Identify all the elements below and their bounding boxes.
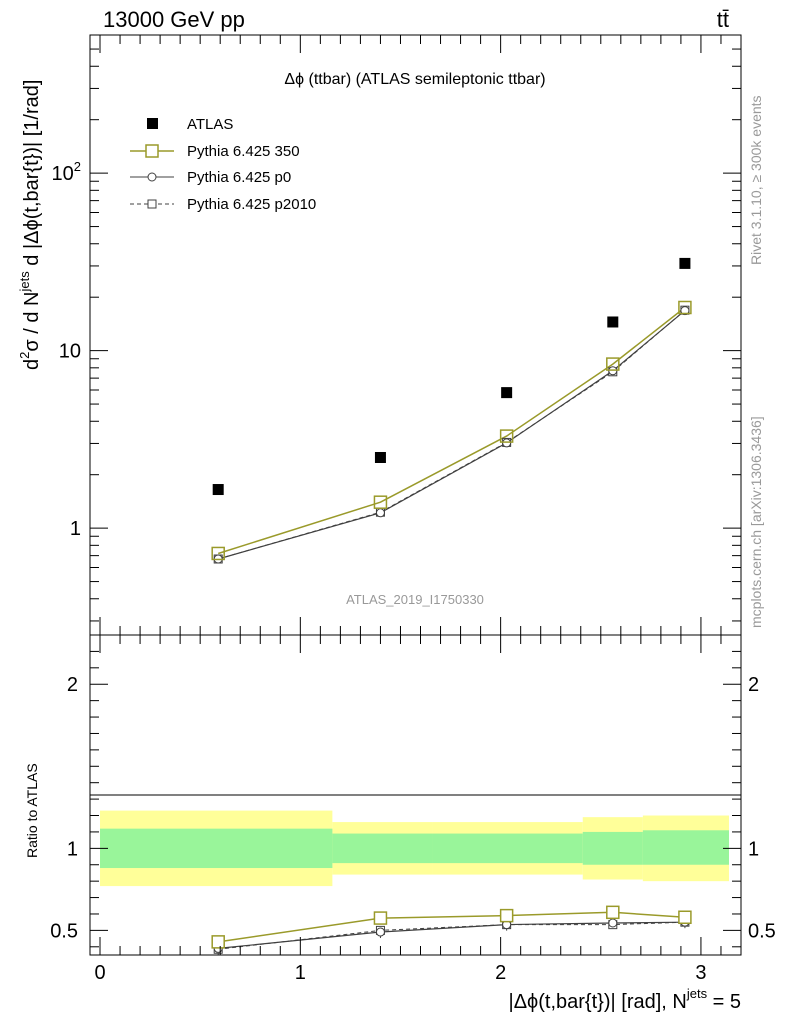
series-p2010-line <box>218 309 686 560</box>
series-p0-point <box>502 438 512 448</box>
main-series <box>211 257 692 564</box>
ratio-tick-label-right: 2 <box>748 674 759 696</box>
legend-350-marker <box>145 144 159 158</box>
x-axis-label: |Δϕ(t,bar{t})| [rad], Njets = 5 <box>509 986 742 1013</box>
series-atlas-point <box>374 451 386 463</box>
process-label: tt̄ <box>717 7 729 32</box>
ratio-350-point <box>373 911 388 925</box>
series-350-point <box>606 357 620 371</box>
ratio-bands <box>100 810 729 887</box>
series-350-point <box>678 300 692 315</box>
ratio-tick-label-right: 1 <box>748 838 759 860</box>
rivet-label: Rivet 3.1.10, ≥ 300k events <box>748 95 764 265</box>
legend: ATLAS Pythia 6.425 350 Pythia 6.425 p0 P… <box>130 116 316 213</box>
legend-p2010-label: Pythia 6.425 p2010 <box>187 196 316 213</box>
ratio-350-point <box>606 905 620 920</box>
energy-label: 13000 GeV pp <box>103 7 245 32</box>
ratio-p0-point <box>375 927 385 937</box>
y-tick-label: 1 <box>70 518 81 540</box>
ratio-tick-label-left: 2 <box>67 674 78 696</box>
legend-350-label: Pythia 6.425 350 <box>187 143 300 160</box>
legend-atlas-marker <box>147 118 158 129</box>
x-tick-label: 0 <box>94 962 105 984</box>
ratio-ticks: 0 1 2 3 0.5 0.5 1 1 2 2 <box>50 634 776 984</box>
series-atlas-point <box>212 484 224 496</box>
ratio-inner-band <box>332 833 433 864</box>
x-tick-label: 1 <box>295 962 306 984</box>
ratio-p0-point <box>608 918 618 928</box>
legend-p0-marker <box>147 172 157 182</box>
watermark: ATLAS_2019_I1750330 <box>346 592 484 607</box>
legend-p0-label: Pythia 6.425 p0 <box>187 169 291 186</box>
x-tick-label: 3 <box>695 962 706 984</box>
series-atlas-point <box>679 257 691 269</box>
ratio-inner-band <box>432 833 583 864</box>
series-p0-line <box>218 310 686 560</box>
y-axis-label: d2σ / d Njets d |Δϕ(t,bar{t})| [1/rad] <box>17 80 43 370</box>
main-ticks: 1 10 102 <box>52 34 742 635</box>
ratio-inner-band <box>642 830 729 865</box>
y-tick-label: 102 <box>52 159 81 185</box>
series-350-line <box>217 306 686 555</box>
series-atlas-point <box>501 387 513 399</box>
series-350-point <box>499 429 514 443</box>
ratio-350-point <box>211 935 225 949</box>
ratio-350-point <box>678 910 692 925</box>
mcplots-label: mcplots.cern.ch [arXiv:1306.3436] <box>748 416 764 628</box>
ratio-inner-band <box>582 831 643 865</box>
ratio-tick-label-left: 1 <box>67 838 78 860</box>
ratio-panel-frame <box>89 634 742 956</box>
legend-atlas-label: ATLAS <box>187 116 233 133</box>
legend-p2010-marker <box>147 199 157 209</box>
ratio-y-label: Ratio to ATLAS <box>24 763 40 858</box>
y-tick-label: 10 <box>59 341 81 363</box>
ratio-tick-label-right: 0.5 <box>748 920 776 942</box>
series-p0-point <box>375 508 385 518</box>
series-atlas-point <box>607 316 619 328</box>
series-350-point <box>211 546 225 561</box>
series-p0-point <box>680 306 690 316</box>
chart-title: Δϕ (ttbar) (ATLAS semileptonic ttbar) <box>284 71 545 88</box>
ratio-tick-label-left: 0.5 <box>50 920 78 942</box>
ratio-350-point <box>499 908 514 923</box>
series-350-point <box>373 495 388 509</box>
x-tick-label: 2 <box>495 962 506 984</box>
ratio-inner-band <box>100 828 333 869</box>
ratio-series <box>211 905 692 955</box>
